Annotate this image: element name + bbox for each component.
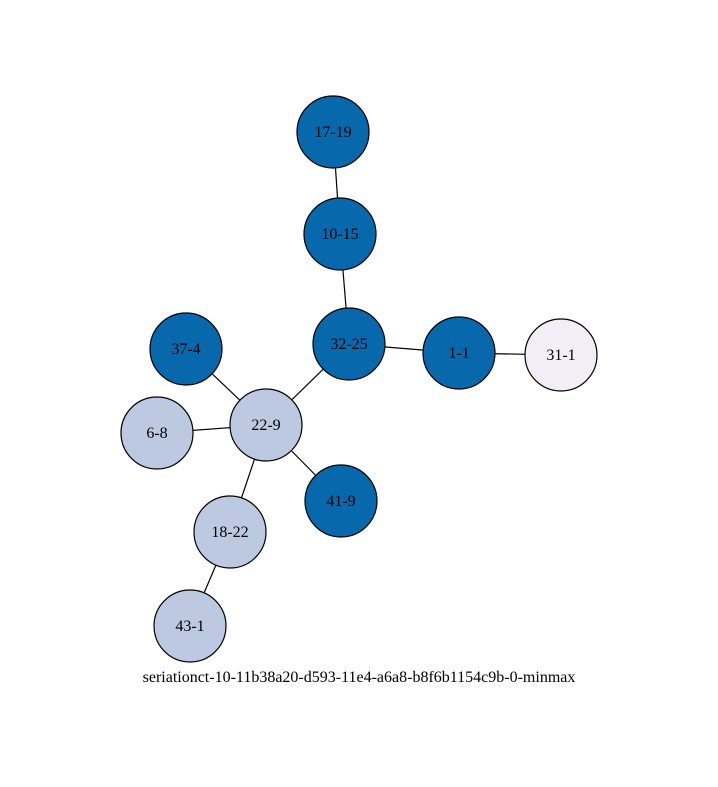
node-37-4: 37-4 <box>149 312 223 386</box>
node-circle <box>193 495 267 569</box>
node-6-8: 6-8 <box>120 396 194 470</box>
node-label: 37-4 <box>171 341 200 358</box>
node-43-1: 43-1 <box>153 589 227 663</box>
node-circle <box>422 316 496 390</box>
node-label: 6-8 <box>146 425 167 442</box>
graph-caption: seriationct-10-11b38a20-d593-11e4-a6a8-b… <box>143 669 576 686</box>
node-circle <box>149 312 223 386</box>
node-circle <box>296 95 370 169</box>
node-label: 1-1 <box>448 345 469 362</box>
node-label: 41-9 <box>326 493 355 510</box>
node-label: 10-15 <box>321 226 358 243</box>
node-circle <box>303 197 377 271</box>
node-circle <box>524 318 598 392</box>
node-22-9: 22-9 <box>229 388 303 462</box>
node-18-22: 18-22 <box>193 495 267 569</box>
node-41-9: 41-9 <box>304 464 378 538</box>
node-circle <box>120 396 194 470</box>
node-32-25: 32-25 <box>312 307 386 381</box>
node-label: 32-25 <box>330 336 367 353</box>
node-circle <box>153 589 227 663</box>
node-label: 31-1 <box>546 347 575 364</box>
node-17-19: 17-19 <box>296 95 370 169</box>
node-label: 22-9 <box>251 417 280 434</box>
node-circle <box>304 464 378 538</box>
node-circle <box>229 388 303 462</box>
node-10-15: 10-15 <box>303 197 377 271</box>
node-circle <box>312 307 386 381</box>
node-label: 17-19 <box>314 124 351 141</box>
node-1-1: 1-1 <box>422 316 496 390</box>
graph-nodes: 17-19 10-15 32-25 1-1 31-1 37-4 22-9 6-8 41-9 18-… <box>120 95 598 663</box>
node-31-1: 31-1 <box>524 318 598 392</box>
node-label: 18-22 <box>211 524 248 541</box>
node-label: 43-1 <box>175 618 204 635</box>
